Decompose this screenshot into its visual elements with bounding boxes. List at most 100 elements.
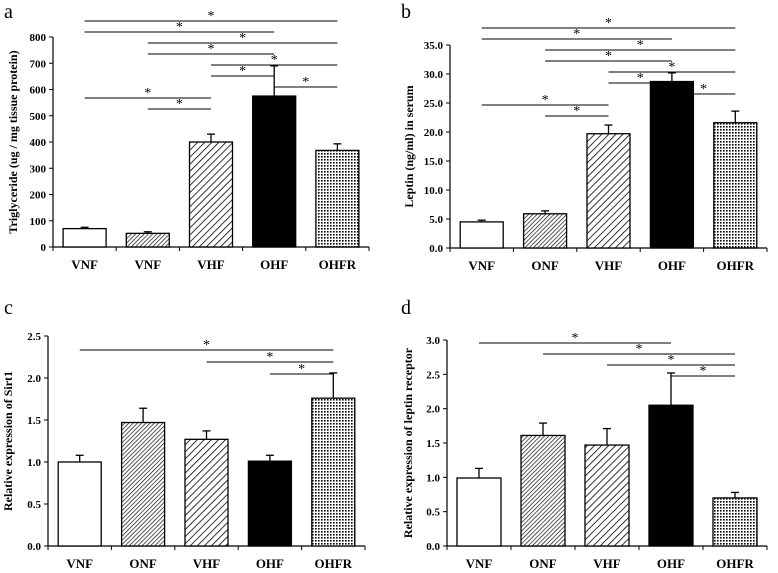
significance-star: * (302, 75, 309, 90)
y-tick-label: 20.0 (424, 127, 444, 139)
category-label: ONF (129, 556, 157, 571)
y-tick-label: 1.0 (27, 457, 41, 469)
bar (247, 460, 293, 547)
bar (649, 80, 695, 249)
category-label: OHFR (717, 258, 755, 273)
significance-star: * (144, 86, 151, 101)
panel-letter: d (401, 297, 411, 319)
y-tick-label: 800 (30, 32, 47, 44)
significance-star: * (605, 49, 612, 64)
category-label: OHFR (315, 556, 353, 571)
significance-star: * (573, 27, 580, 42)
y-tick-label: 100 (30, 216, 47, 228)
bar (713, 122, 758, 249)
significance-star: * (298, 362, 305, 377)
category-label: OHFR (716, 556, 754, 571)
panel-letter: c (4, 297, 13, 319)
category-label: OHFR (319, 257, 357, 272)
bar (62, 227, 107, 248)
bar (584, 444, 630, 547)
bar (311, 397, 356, 547)
category-label: OHF (260, 257, 288, 272)
category-label: VNF (134, 257, 161, 272)
significance-star: * (176, 97, 183, 112)
bar (586, 133, 631, 249)
significance-star: * (605, 16, 612, 31)
significance-star: * (637, 38, 644, 53)
significance-star: * (636, 342, 643, 357)
y-tick-label: 2.5 (27, 331, 41, 343)
bar (125, 232, 170, 248)
category-label: VHF (593, 556, 621, 571)
y-tick-label: 500 (30, 111, 47, 123)
category-label: OHF (256, 556, 284, 571)
bar (522, 213, 568, 249)
y-axis-label: Relative expression of leptin receptor (401, 347, 415, 538)
significance-star: * (239, 64, 246, 79)
y-tick-label: 2.0 (426, 404, 440, 416)
bar (252, 95, 297, 248)
category-label: VHF (197, 257, 225, 272)
panel-b: b 0.0 5.0 10.0 15.0 20.0 25.0 30.0 35.0 Leptin (n… (401, 1, 768, 273)
bar (712, 497, 758, 547)
category-label: VHF (193, 556, 221, 571)
category-label: ONF (529, 556, 557, 571)
y-tick-label: 0.5 (27, 499, 41, 511)
y-tick-label: 10.0 (424, 185, 444, 197)
category-label: OHF (658, 258, 686, 273)
y-tick-label: 0.0 (429, 243, 443, 255)
significance-star: * (700, 82, 707, 97)
y-tick-label: 1.0 (426, 472, 440, 484)
panel-letter: a (4, 1, 13, 23)
bar (188, 141, 234, 248)
y-axis-label: Triglyceride (ug / mg tissue protein) (6, 50, 20, 233)
category-label: OHF (657, 556, 685, 571)
significance-star: * (208, 42, 215, 57)
y-tick-label: 1.5 (426, 438, 440, 450)
category-label: ONF (531, 258, 559, 273)
y-tick-label: 200 (30, 190, 47, 202)
category-label: VNF (468, 258, 495, 273)
y-tick-label: 5.0 (429, 214, 443, 226)
significance-star: * (668, 353, 675, 368)
bar (459, 221, 504, 249)
significance-star: * (573, 104, 580, 119)
panel-d: d 0.0 0.5 1.0 1.5 2.0 2.5 3.0 Relative expressio… (401, 297, 768, 571)
panel-letter: b (401, 1, 411, 23)
y-tick-label: 30.0 (424, 69, 444, 81)
category-label: VHF (595, 258, 623, 273)
bar (120, 421, 166, 547)
significance-star: * (572, 331, 579, 346)
y-tick-label: 2.0 (27, 373, 41, 385)
category-label: VNF (66, 556, 93, 571)
y-tick-label: 25.0 (424, 98, 444, 110)
y-tick-label: 700 (30, 58, 47, 70)
significance-star: * (271, 53, 278, 68)
significance-star: * (700, 364, 707, 379)
bar (184, 438, 229, 547)
y-tick-label: 300 (30, 163, 47, 175)
y-tick-label: 15.0 (424, 156, 444, 168)
y-tick-label: 400 (30, 137, 47, 149)
y-tick-label: 0.0 (426, 541, 440, 553)
y-tick-label: 0.5 (426, 507, 440, 519)
y-axis-label: Leptin (ng/ml) in serum (402, 85, 416, 207)
panel-c: c 0.0 0.5 1.0 1.5 2.0 2.5 Relative expression o… (1, 297, 366, 571)
bar (57, 461, 102, 547)
bar (456, 477, 502, 547)
y-tick-label: 0 (41, 242, 47, 254)
y-tick-label: 3.0 (426, 335, 440, 347)
y-tick-label: 35.0 (424, 40, 444, 52)
bar (315, 149, 360, 248)
y-tick-label: 600 (30, 85, 47, 97)
significance-star: * (668, 60, 675, 75)
category-label: VNF (71, 257, 98, 272)
significance-star: * (176, 20, 183, 35)
significance-star: * (637, 71, 644, 86)
significance-star: * (542, 93, 549, 108)
panel-a: a 0 100 200 300 400 500 600 700 800 Triglyceride (… (4, 1, 370, 272)
significance-star: * (203, 338, 210, 353)
significance-star: * (239, 31, 246, 46)
bar (648, 404, 694, 547)
